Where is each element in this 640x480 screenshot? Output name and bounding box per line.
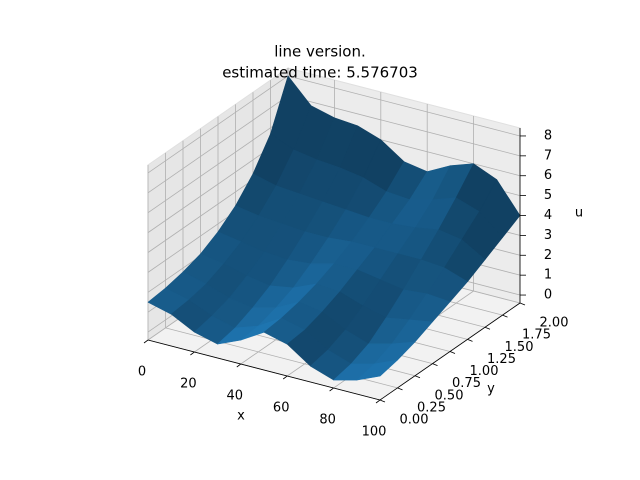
tick-mark xyxy=(467,339,473,342)
x-tick-label: 20 xyxy=(180,377,197,392)
z-tick-label: 5 xyxy=(544,188,552,203)
y-tick-label: 1.25 xyxy=(487,352,516,367)
tick-mark xyxy=(432,363,438,366)
tick-mark xyxy=(329,387,334,392)
z-tick-label: 2 xyxy=(544,248,552,263)
z-axis-label: u xyxy=(575,206,583,221)
grid-line xyxy=(287,95,521,157)
tick-mark xyxy=(282,375,288,380)
z-tick-label: 8 xyxy=(544,128,552,143)
axes: 0204060801000.000.250.500.751.001.251.50… xyxy=(138,128,569,440)
y-axis-label: y xyxy=(487,382,495,397)
z-tick-label: 6 xyxy=(544,168,552,183)
tick-mark xyxy=(236,363,242,368)
y-tick-label: 2.00 xyxy=(540,316,569,331)
y-tick-label: 0.00 xyxy=(400,413,429,428)
tick-mark xyxy=(190,351,195,356)
z-tick-label: 4 xyxy=(544,208,552,223)
z-tick-label: 7 xyxy=(544,148,552,163)
x-tick-label: 0 xyxy=(138,365,146,380)
surface xyxy=(147,75,521,381)
tick-mark xyxy=(397,387,403,391)
tick-mark xyxy=(414,375,421,379)
y-tick-label: 0.50 xyxy=(435,388,464,403)
z-tick-label: 0 xyxy=(544,288,552,303)
x-tick-label: 40 xyxy=(227,389,244,404)
x-tick-label: 100 xyxy=(362,425,387,440)
y-tick-label: 0.25 xyxy=(417,400,446,415)
tick-mark xyxy=(519,302,526,306)
y-tick-label: 1.00 xyxy=(470,364,499,379)
z-tick-label: 3 xyxy=(544,228,552,243)
y-tick-label: 1.75 xyxy=(522,328,551,343)
x-axis-label: x xyxy=(237,409,245,424)
tick-mark xyxy=(449,351,456,354)
tick-mark xyxy=(484,326,491,330)
chart-subtitle: estimated time: 5.576703 xyxy=(222,64,418,82)
axis-line xyxy=(147,339,381,401)
y-tick-label: 1.50 xyxy=(505,340,534,355)
tick-mark xyxy=(502,314,508,318)
axis-line xyxy=(379,302,521,401)
tick-mark xyxy=(375,399,381,404)
grid-line xyxy=(147,95,289,194)
grid-line xyxy=(147,115,289,214)
x-tick-label: 60 xyxy=(273,401,290,416)
tick-mark xyxy=(143,339,149,344)
tick-mark xyxy=(379,399,386,403)
grid-line xyxy=(147,75,289,174)
surface-patch xyxy=(356,359,398,381)
z-tick-label: 1 xyxy=(544,268,552,283)
grid-line xyxy=(287,75,521,137)
y-tick-label: 0.75 xyxy=(452,376,481,391)
x-tick-label: 80 xyxy=(319,413,336,428)
chart-title: line version. xyxy=(274,43,366,61)
